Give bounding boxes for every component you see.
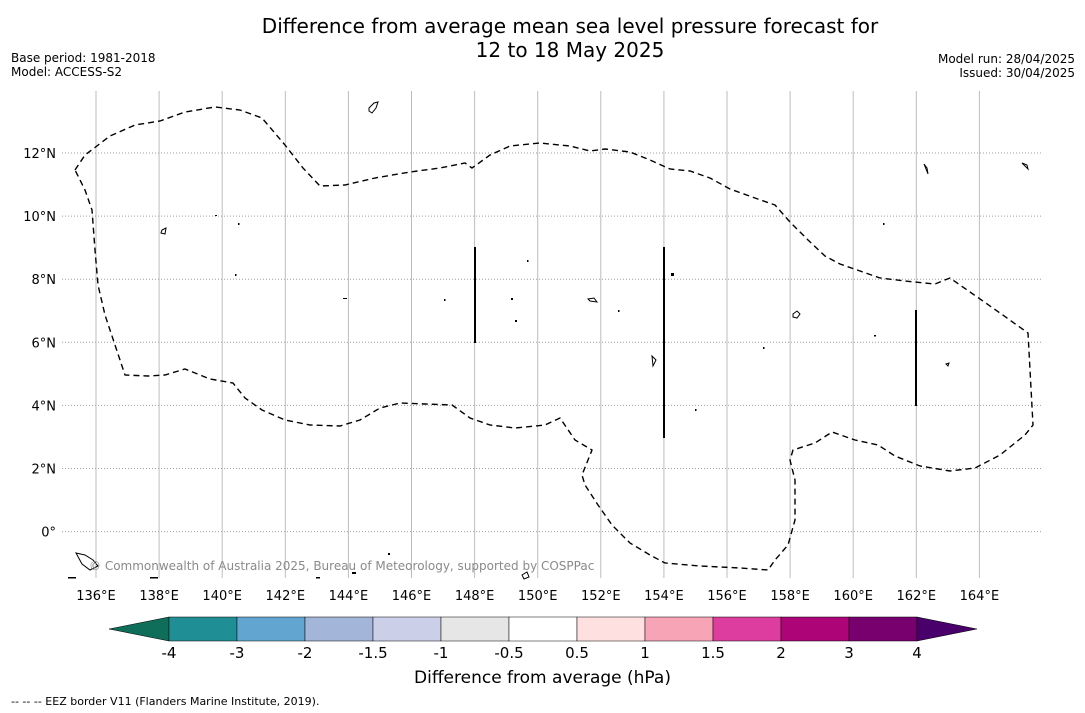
island: [618, 310, 620, 312]
island: [160, 227, 167, 235]
island: [586, 297, 599, 303]
island: [515, 320, 517, 322]
island: [521, 571, 530, 580]
latitude-tick-label: 12°N: [23, 147, 56, 162]
colorbar-tick-label: 3: [844, 644, 854, 662]
island: [150, 577, 158, 579]
island: [368, 101, 379, 114]
island: [763, 347, 765, 349]
model-text: Model: ACCESS-S2: [11, 65, 123, 79]
title-line-1: Difference from average mean sea level p…: [261, 14, 879, 38]
colorbar-cell: [576, 616, 646, 642]
island: [923, 163, 929, 175]
latitude-labels: 12°N 10°N 8°N 6°N 4°N 2°N 0°: [23, 147, 56, 541]
latitude-tick-label: 8°N: [32, 273, 57, 288]
island: [792, 310, 801, 319]
island: [388, 553, 390, 555]
latitude-tick-label: 10°N: [23, 210, 56, 225]
colorbar-cell: [508, 616, 578, 642]
latitude-tick-label: 6°N: [32, 336, 57, 351]
colorbar-cell: [168, 616, 238, 642]
colorbar-tick-label: -1.5: [358, 644, 387, 662]
colorbar-cell: [712, 616, 782, 642]
colorbar-tick-label: -0.5: [494, 644, 523, 662]
island: [316, 577, 320, 579]
island: [343, 298, 347, 299]
colorbar: -4 -3 -2 -1.5 -1 -0.5 0.5 1 1.5 2 3 4: [108, 616, 978, 662]
colorbar-tick-label: 4: [912, 644, 922, 662]
colorbar-cell: [780, 616, 850, 642]
latitude-gridlines: [62, 152, 1042, 533]
longitude-tick-label: 142°E: [266, 589, 306, 604]
colorbar-cell: [304, 616, 374, 642]
colorbar-cell: [644, 616, 714, 642]
colorbar-cells: [168, 616, 918, 642]
base-period-text: Base period: 1981-2018: [11, 51, 156, 65]
island: [511, 298, 513, 300]
longitude-gridlines: [95, 91, 980, 578]
colorbar-tick-label: 1: [640, 644, 650, 662]
island: [945, 362, 950, 367]
colorbar-tick-label: -1: [434, 644, 449, 662]
title-line-2: 12 to 18 May 2025: [475, 38, 665, 62]
latitude-tick-label: 4°N: [32, 399, 57, 414]
island: [695, 409, 697, 411]
issued-text: Issued: 30/04/2025: [959, 66, 1075, 80]
longitude-tick-label: 138°E: [139, 589, 179, 604]
colorbar-cell: [440, 616, 510, 642]
longitude-tick-label: 160°E: [833, 589, 873, 604]
longitude-tick-label: 164°E: [960, 589, 1000, 604]
longitude-tick-label: 146°E: [392, 589, 432, 604]
map-title: Difference from average mean sea level p…: [0, 14, 1085, 62]
copyright-text: © Commonwealth of Australia 2025, Bureau…: [89, 559, 594, 573]
island: [235, 274, 237, 276]
colorbar-tick-label: 2: [776, 644, 786, 662]
run-info: Model run: 28/04/2025 Issued: 30/04/2025: [938, 52, 1075, 80]
colorbar-tick-label: -4: [162, 644, 177, 662]
latitude-tick-label: 2°N: [32, 463, 57, 478]
island: [352, 572, 356, 574]
island: [527, 260, 529, 262]
model-run-text: Model run: 28/04/2025: [937, 52, 1075, 66]
longitude-tick-label: 140°E: [202, 589, 242, 604]
island: [883, 223, 885, 225]
colorbar-tick-label: -3: [230, 644, 245, 662]
colorbar-label: Difference from average (hPa): [414, 668, 671, 688]
island: [874, 335, 876, 337]
colorbar-tick-labels: -4 -3 -2 -1.5 -1 -0.5 0.5 1 1.5 2 3 4: [162, 644, 922, 662]
colorbar-tick-label: -2: [298, 644, 313, 662]
colorbar-cell: [236, 616, 306, 642]
longitude-tick-label: 154°E: [644, 589, 684, 604]
colorbar-tick-label: 1.5: [701, 644, 725, 662]
longitude-tick-label: 158°E: [770, 589, 810, 604]
eez-border: [74, 106, 1034, 571]
island: [444, 299, 446, 301]
colorbar-cell: [372, 616, 442, 642]
colorbar-tick-label: 0.5: [565, 644, 589, 662]
eez-footnote: -- -- -- EEZ border V11 (Flanders Marine…: [11, 695, 320, 708]
island: [68, 577, 76, 579]
longitude-tick-label: 152°E: [581, 589, 621, 604]
colorbar-extend-high: [916, 616, 978, 642]
longitude-tick-label: 136°E: [76, 589, 116, 604]
longitude-labels: 136°E 138°E 140°E 142°E 144°E 146°E 148°E 150°E…: [76, 589, 999, 604]
latitude-tick-label: 0°: [41, 526, 56, 541]
island-dots: [68, 215, 885, 579]
island: [238, 223, 240, 225]
islands: [75, 101, 1029, 580]
model-info: Base period: 1981-2018 Model: ACCESS-S2: [11, 51, 156, 79]
longitude-tick-label: 144°E: [329, 589, 369, 604]
island: [671, 273, 674, 276]
longitude-tick-label: 148°E: [455, 589, 495, 604]
longitude-tick-label: 162°E: [897, 589, 937, 604]
colorbar-extend-low: [108, 616, 170, 642]
longitude-tick-label: 150°E: [518, 589, 558, 604]
colorbar-cell: [848, 616, 918, 642]
longitude-tick-label: 156°E: [707, 589, 747, 604]
island: [75, 552, 99, 571]
island: [1021, 162, 1029, 171]
island: [651, 354, 657, 368]
island: [215, 215, 217, 216]
